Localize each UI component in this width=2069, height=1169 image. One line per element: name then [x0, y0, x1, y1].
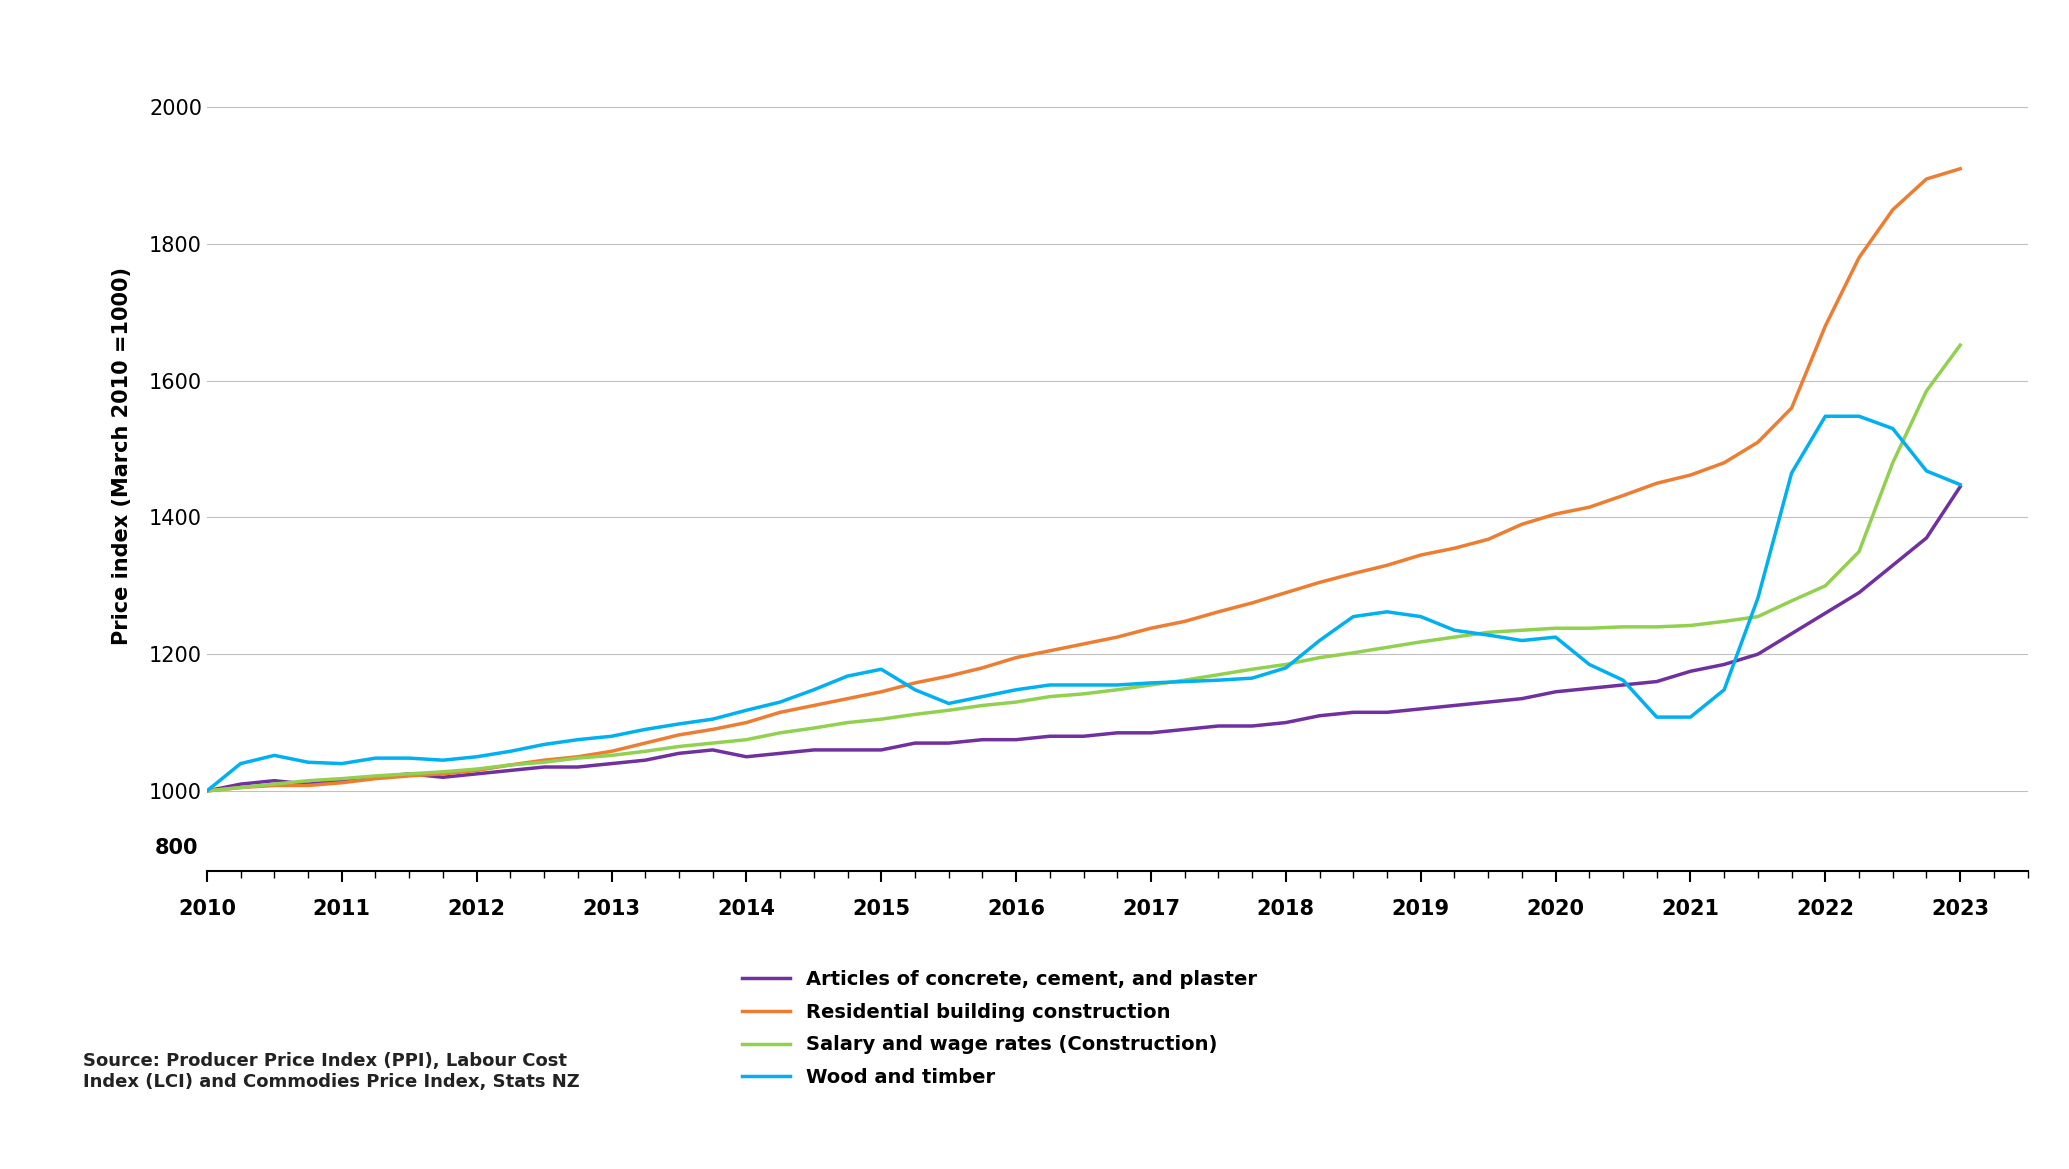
Residential building construction — [1308, 575, 1332, 589]
Text: 2019: 2019 — [1392, 899, 1450, 919]
Salary and wage rates (Construction) — [1543, 621, 1568, 635]
Text: 2017: 2017 — [1121, 899, 1179, 919]
Wood and timber — [666, 717, 691, 731]
Text: 2014: 2014 — [718, 899, 776, 919]
Salary and wage rates (Construction) — [194, 784, 219, 798]
Salary and wage rates (Construction) — [1947, 338, 1972, 352]
Wood and timber — [1308, 634, 1332, 648]
Text: 2010: 2010 — [178, 899, 236, 919]
Salary and wage rates (Construction) — [1206, 667, 1231, 682]
Salary and wage rates (Construction) — [1746, 609, 1771, 623]
Articles of concrete, cement, and plaster — [194, 784, 219, 798]
Legend: Articles of concrete, cement, and plaster, Residential building construction, Sa: Articles of concrete, cement, and plaste… — [734, 962, 1264, 1095]
Line: Articles of concrete, cement, and plaster: Articles of concrete, cement, and plaste… — [207, 486, 1959, 791]
Articles of concrete, cement, and plaster — [1746, 648, 1771, 662]
Articles of concrete, cement, and plaster — [1239, 719, 1264, 733]
Text: 2013: 2013 — [583, 899, 641, 919]
Salary and wage rates (Construction) — [1239, 662, 1264, 676]
Residential building construction — [666, 728, 691, 742]
Text: 800: 800 — [155, 837, 199, 858]
Wood and timber — [1812, 409, 1837, 423]
Wood and timber — [194, 784, 219, 798]
Line: Residential building construction: Residential building construction — [207, 168, 1959, 791]
Text: 2011: 2011 — [312, 899, 370, 919]
Residential building construction — [1543, 507, 1568, 521]
Articles of concrete, cement, and plaster — [1308, 708, 1332, 722]
Residential building construction — [1206, 604, 1231, 618]
Line: Wood and timber: Wood and timber — [207, 416, 1959, 791]
Wood and timber — [1746, 592, 1771, 606]
Text: 2021: 2021 — [1661, 899, 1719, 919]
Wood and timber — [1947, 478, 1972, 492]
Text: 2018: 2018 — [1256, 899, 1314, 919]
Residential building construction — [1239, 596, 1264, 610]
Text: 2015: 2015 — [852, 899, 910, 919]
Articles of concrete, cement, and plaster — [1543, 685, 1568, 699]
Wood and timber — [1239, 671, 1264, 685]
Wood and timber — [1543, 630, 1568, 644]
Text: Source: Producer Price Index (PPI), Labour Cost
Index (LCI) and Commodies Price : Source: Producer Price Index (PPI), Labo… — [83, 1052, 579, 1091]
Residential building construction — [1746, 435, 1771, 449]
Text: 2022: 2022 — [1796, 899, 1854, 919]
Salary and wage rates (Construction) — [666, 740, 691, 754]
Y-axis label: Price index (March 2010 =1000): Price index (March 2010 =1000) — [112, 267, 132, 645]
Articles of concrete, cement, and plaster — [1947, 479, 1972, 493]
Line: Salary and wage rates (Construction): Salary and wage rates (Construction) — [207, 345, 1959, 791]
Text: 2016: 2016 — [987, 899, 1045, 919]
Text: 2020: 2020 — [1527, 899, 1585, 919]
Wood and timber — [1206, 673, 1231, 687]
Articles of concrete, cement, and plaster — [1206, 719, 1231, 733]
Articles of concrete, cement, and plaster — [666, 746, 691, 760]
Text: 2012: 2012 — [447, 899, 505, 919]
Residential building construction — [194, 784, 219, 798]
Salary and wage rates (Construction) — [1308, 651, 1332, 665]
Text: 2023: 2023 — [1930, 899, 1988, 919]
Residential building construction — [1947, 161, 1972, 175]
